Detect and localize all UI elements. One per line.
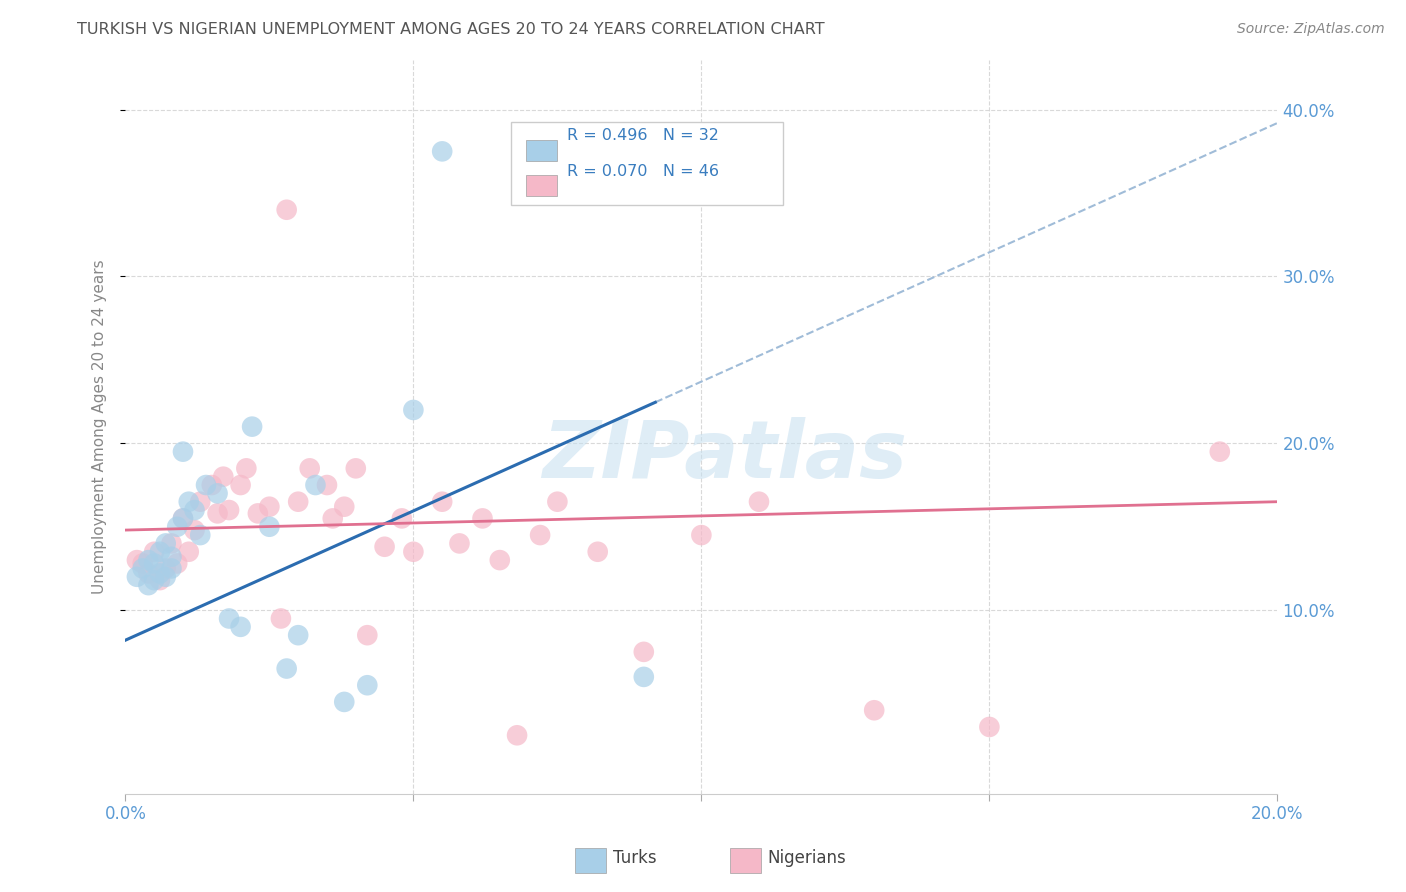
- Point: [183, 523, 205, 537]
- Point: [391, 511, 413, 525]
- Point: [201, 478, 224, 492]
- Point: [131, 557, 153, 571]
- Point: [155, 570, 177, 584]
- Text: Nigerians: Nigerians: [768, 849, 846, 867]
- Point: [633, 645, 655, 659]
- Point: [138, 578, 160, 592]
- Point: [149, 545, 172, 559]
- Point: [432, 145, 454, 159]
- Point: [229, 620, 252, 634]
- Point: [143, 545, 166, 559]
- Point: [546, 494, 568, 508]
- Point: [690, 528, 713, 542]
- Point: [471, 511, 494, 525]
- Point: [316, 478, 339, 492]
- Point: [356, 628, 378, 642]
- Point: [138, 553, 160, 567]
- Point: [246, 507, 269, 521]
- Text: Turks: Turks: [613, 849, 657, 867]
- Point: [333, 695, 356, 709]
- Point: [207, 486, 229, 500]
- Point: [287, 628, 309, 642]
- Text: TURKISH VS NIGERIAN UNEMPLOYMENT AMONG AGES 20 TO 24 YEARS CORRELATION CHART: TURKISH VS NIGERIAN UNEMPLOYMENT AMONG A…: [77, 22, 825, 37]
- Point: [402, 403, 425, 417]
- Point: [298, 461, 321, 475]
- Point: [218, 503, 240, 517]
- Point: [172, 444, 194, 458]
- Point: [356, 678, 378, 692]
- Point: [259, 500, 281, 514]
- Point: [166, 557, 188, 571]
- Text: Source: ZipAtlas.com: Source: ZipAtlas.com: [1237, 22, 1385, 37]
- Point: [149, 573, 172, 587]
- Point: [633, 670, 655, 684]
- Point: [432, 494, 454, 508]
- Point: [402, 545, 425, 559]
- Point: [240, 419, 263, 434]
- Text: ZIPatlas: ZIPatlas: [541, 417, 907, 495]
- Point: [131, 561, 153, 575]
- Point: [748, 494, 770, 508]
- Point: [188, 528, 211, 542]
- Point: [586, 545, 609, 559]
- Point: [506, 728, 529, 742]
- Y-axis label: Unemployment Among Ages 20 to 24 years: Unemployment Among Ages 20 to 24 years: [93, 260, 107, 594]
- Text: R = 0.070   N = 46: R = 0.070 N = 46: [567, 164, 718, 178]
- Point: [125, 553, 148, 567]
- Point: [529, 528, 551, 542]
- Point: [863, 703, 886, 717]
- Point: [138, 566, 160, 581]
- Point: [172, 511, 194, 525]
- Point: [229, 478, 252, 492]
- Point: [143, 573, 166, 587]
- Point: [160, 549, 183, 564]
- Point: [979, 720, 1001, 734]
- Point: [212, 469, 235, 483]
- Point: [172, 511, 194, 525]
- Point: [188, 494, 211, 508]
- Point: [143, 557, 166, 571]
- Text: R = 0.496   N = 32: R = 0.496 N = 32: [567, 128, 718, 143]
- Point: [449, 536, 471, 550]
- Point: [177, 494, 200, 508]
- Point: [276, 661, 298, 675]
- Point: [304, 478, 326, 492]
- Point: [287, 494, 309, 508]
- Point: [155, 561, 177, 575]
- Point: [149, 566, 172, 581]
- Point: [270, 611, 292, 625]
- Point: [259, 520, 281, 534]
- Point: [160, 536, 183, 550]
- Point: [218, 611, 240, 625]
- Point: [333, 500, 356, 514]
- Point: [1209, 444, 1232, 458]
- Point: [235, 461, 257, 475]
- Point: [488, 553, 510, 567]
- Point: [125, 570, 148, 584]
- Point: [166, 520, 188, 534]
- Point: [160, 561, 183, 575]
- Point: [155, 536, 177, 550]
- Point: [344, 461, 367, 475]
- Point: [207, 507, 229, 521]
- Point: [374, 540, 396, 554]
- Point: [177, 545, 200, 559]
- Point: [195, 478, 218, 492]
- Point: [276, 202, 298, 217]
- Point: [322, 511, 344, 525]
- Point: [183, 503, 205, 517]
